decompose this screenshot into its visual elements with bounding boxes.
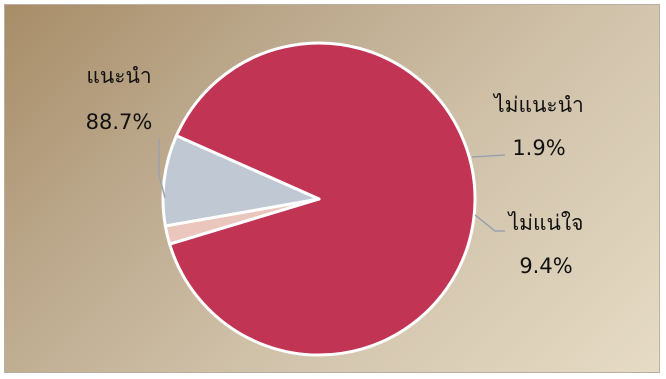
leader-line-unsure xyxy=(474,214,505,232)
label-recommend: แนะนำ xyxy=(86,64,151,88)
label-not-recommend: ไม่แนะนำ xyxy=(492,93,584,117)
leader-line-recommend xyxy=(158,139,166,199)
slice-unsure xyxy=(161,134,321,228)
leader-line-not-recommend xyxy=(471,154,506,158)
leader-lines xyxy=(158,139,506,232)
pie-slices xyxy=(161,41,477,357)
chart-area: แนะนำ 88.7% ไม่แนะนำ 1.9% ไม่แน่ใจ 9.4% xyxy=(4,4,660,373)
pie-chart: แนะนำ 88.7% ไม่แนะนำ 1.9% ไม่แน่ใจ 9.4% xyxy=(86,41,584,357)
value-label-unsure: 9.4% xyxy=(519,254,572,278)
value-label-recommend: 88.7% xyxy=(86,110,153,134)
slice-recommend xyxy=(168,41,477,357)
value-label-not-recommend: 1.9% xyxy=(512,136,565,160)
label-unsure: ไม่แน่ใจ xyxy=(507,211,584,235)
